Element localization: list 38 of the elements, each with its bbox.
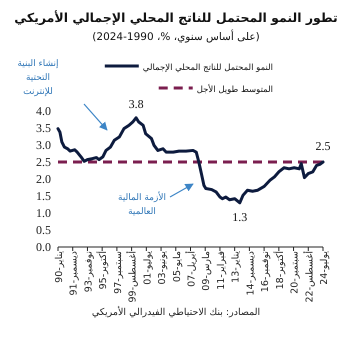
chart-title: تطور النمو المحتمل للناتج المحلي الإجمالي الأمريكي xyxy=(14,10,338,26)
y-tick-label: 3.0 xyxy=(36,138,51,152)
y-tick-label: 1.0 xyxy=(36,206,51,220)
x-tick-label: أغسطس-22 xyxy=(302,250,316,303)
x-tick-label: نوفمبر-93 xyxy=(83,251,94,292)
y-tick-label: 1.5 xyxy=(36,189,51,203)
x-tick-label: أكتوبر-95 xyxy=(96,250,110,290)
x-tick-label: يناير-13 xyxy=(230,250,242,283)
x-tick-label: أكتوبر-18 xyxy=(272,250,286,290)
x-tick-label: يوليو-01 xyxy=(142,250,154,285)
text: المصادر: بنك الاحتياطي الفيدرالي الأمريكي xyxy=(92,305,260,318)
x-tick-label: مارس-09 xyxy=(201,251,212,291)
annotation: الأزمة المالية العالمية xyxy=(118,191,166,217)
x-tick-label: يوليو-24 xyxy=(319,250,330,285)
x-tick-label: مايو-05 xyxy=(172,251,183,282)
y-tick-label: 3.5 xyxy=(36,121,51,135)
x-tick-label: أغسطس-99 xyxy=(126,250,139,303)
annotation: 1.3 xyxy=(232,210,248,224)
y-tick-label: 4.0 xyxy=(36,104,51,118)
x-tick-label: يونيو-03 xyxy=(157,250,168,284)
x-tick-label: ديسمبر-91 xyxy=(68,251,80,296)
x-tick-label: سبتمبر-97 xyxy=(112,250,124,294)
x-tick-label: أبريل-07 xyxy=(184,250,198,287)
y-tick-label: 2.0 xyxy=(36,172,51,186)
x-tick-label: فبراير-11 xyxy=(216,251,227,290)
annotation: 3.8 xyxy=(128,96,144,111)
y-tick-label: 2.5 xyxy=(36,155,51,169)
text: إنشاء البنية التحتية للإنترنت xyxy=(17,59,59,97)
annotation: 2.5 xyxy=(316,139,330,153)
x-tick-label: نوفمبر-16 xyxy=(260,251,272,292)
legend-label: النمو المحتمل للناتج المحلي الإجمالي xyxy=(142,63,273,73)
x-tick-label: ديسمبر-14 xyxy=(245,251,256,296)
x-tick-label: سبتمبر-20 xyxy=(290,250,301,294)
legend-label: المتوسط طويل الأجل xyxy=(196,83,273,95)
chart-subtitle: (على أساس سنوي، %، 1990-2024) xyxy=(92,29,260,43)
y-tick-label: 0.0 xyxy=(36,240,51,254)
x-tick-label: يناير-90 xyxy=(54,250,65,283)
y-tick-label: 0.5 xyxy=(36,223,51,237)
